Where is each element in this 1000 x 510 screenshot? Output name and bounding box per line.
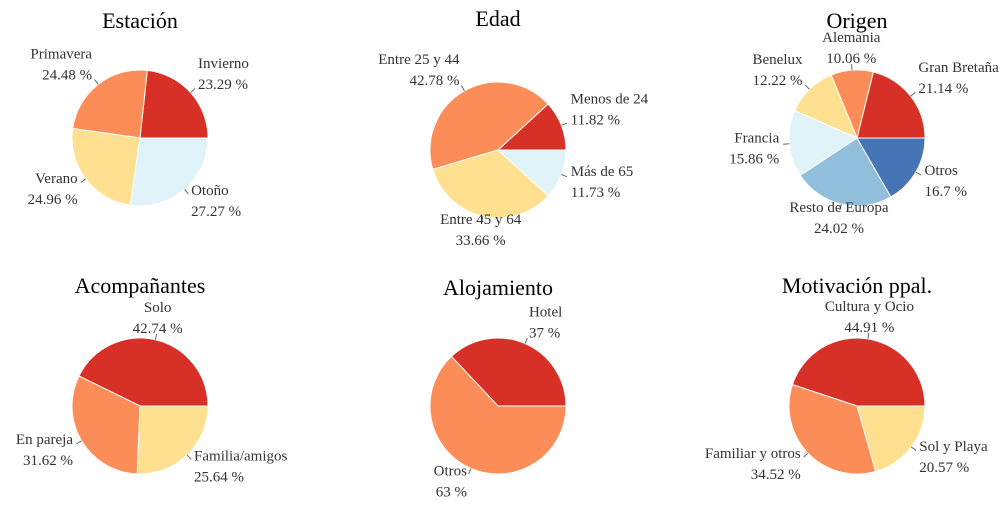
slice-label: Otros	[925, 163, 958, 179]
slice-label: En pareja	[16, 432, 73, 448]
wedge	[136, 405, 209, 475]
wedge	[139, 69, 209, 139]
wedge	[71, 127, 141, 206]
leader	[190, 88, 196, 93]
slice-label: Invierno	[198, 56, 249, 72]
leader	[910, 446, 917, 451]
value-label: 42.78 %	[410, 73, 460, 89]
wedge	[856, 405, 926, 473]
wedge	[450, 337, 567, 407]
chart-title: Motivación ppal.	[782, 273, 932, 298]
leader	[461, 85, 465, 92]
leader	[481, 216, 484, 223]
value-label: 12.22 %	[753, 73, 803, 89]
slice-label: Familia/amigos	[194, 448, 287, 464]
slice-label: Alemania	[822, 30, 881, 46]
value-label: 24.96 %	[28, 192, 78, 208]
slice-label: Francia	[734, 131, 779, 147]
leader	[867, 332, 870, 339]
leader	[783, 143, 790, 145]
value-label: 63 %	[436, 485, 467, 501]
value-label: 11.82 %	[571, 113, 620, 129]
slice-label: Entre 45 y 64	[440, 212, 522, 228]
slice-label: Solo	[144, 300, 172, 316]
wedge	[799, 137, 892, 207]
value-label: 31.62 %	[23, 453, 73, 469]
chart-title: Origen	[826, 8, 887, 33]
value-label: 27.27 %	[191, 204, 241, 220]
leader	[915, 171, 922, 176]
slice-label: Cultura y Ocio	[825, 299, 914, 315]
value-label: 34.52 %	[751, 467, 801, 483]
leader	[468, 468, 472, 475]
slice-label: Familiar y otros	[705, 446, 801, 462]
value-label: 24.02 %	[814, 221, 864, 237]
wedge	[429, 81, 549, 171]
value-label: 42.74 %	[133, 321, 183, 337]
slice-label: Entre 25 y 44	[378, 52, 460, 68]
chart-title: Acompañantes	[75, 273, 206, 298]
leader	[561, 122, 568, 126]
slice-label: Otoño	[191, 183, 229, 199]
wedge	[856, 137, 926, 198]
leader	[561, 174, 568, 178]
wedge	[788, 110, 859, 177]
chart-title: Estación	[102, 8, 178, 33]
slice-label: Gran Bretaña	[918, 60, 999, 76]
slice-label: Otros	[434, 464, 467, 480]
value-label: 25.64 %	[194, 469, 244, 485]
value-label: 24.48 %	[42, 67, 92, 83]
wedge	[129, 137, 209, 207]
leader	[154, 333, 158, 340]
chart-title: Alojamiento	[443, 275, 553, 300]
slice-label: Benelux	[753, 52, 803, 68]
value-label: 10.06 %	[826, 51, 876, 67]
slice-label: Resto de Europa	[789, 200, 888, 216]
value-label: 37 %	[529, 325, 560, 341]
slice-label: Hotel	[529, 304, 562, 320]
value-label: 20.57 %	[919, 460, 969, 476]
slice-label: Más de 65	[571, 164, 634, 180]
value-label: 16.7 %	[925, 184, 968, 200]
leader	[186, 454, 192, 460]
value-label: 11.73 %	[571, 185, 620, 201]
chart-title: Edad	[475, 6, 520, 31]
leader	[80, 178, 86, 183]
slice-label: Primavera	[30, 46, 92, 62]
leader	[184, 189, 189, 195]
wedge	[71, 375, 141, 475]
value-label: 21.14 %	[918, 81, 968, 97]
leader	[524, 337, 528, 344]
leader	[910, 91, 916, 97]
leader	[803, 452, 809, 458]
leader	[94, 79, 99, 85]
wedge	[432, 149, 550, 219]
slice-label: Sol y Playa	[919, 439, 988, 455]
value-label: 15.86 %	[729, 152, 779, 168]
value-label: 44.91 %	[844, 320, 894, 336]
slice-label: Verano	[35, 171, 77, 187]
value-label: 33.66 %	[456, 233, 506, 249]
leader	[839, 204, 842, 211]
leader	[804, 84, 810, 90]
slice-label: Menos de 24	[571, 92, 649, 108]
value-label: 23.29 %	[198, 77, 248, 93]
wedge	[496, 149, 567, 197]
wedge	[78, 337, 209, 407]
leader	[76, 440, 82, 445]
